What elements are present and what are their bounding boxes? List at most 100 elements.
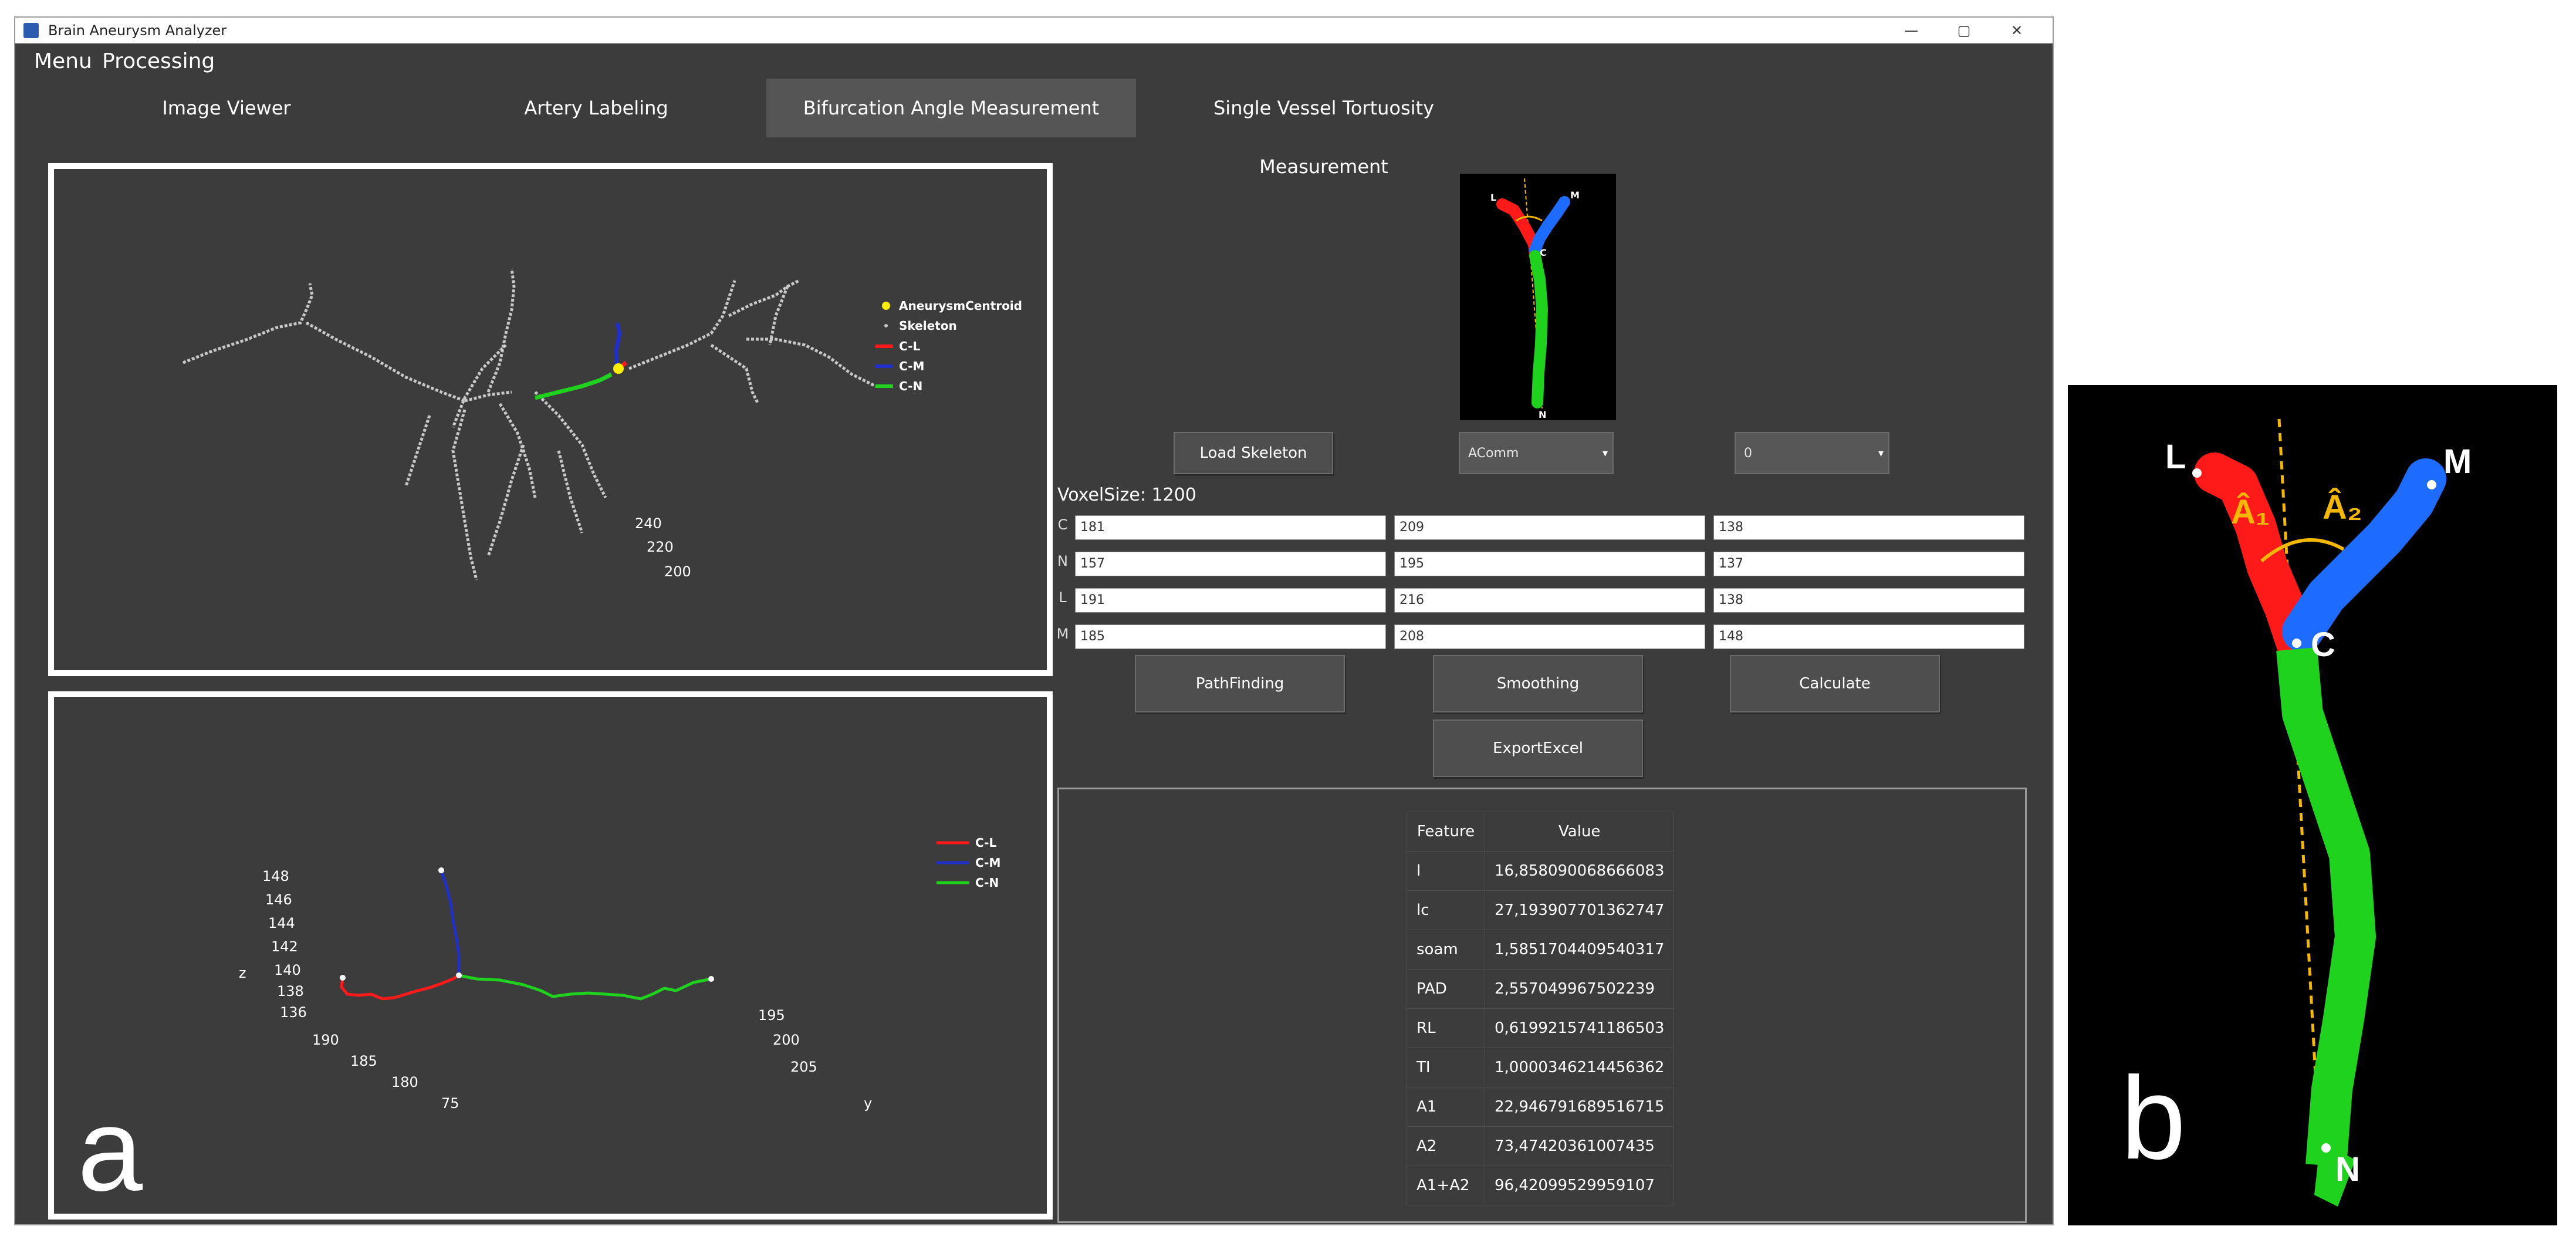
schematic-point-c (2292, 639, 2301, 648)
schematic-branch-n (2276, 647, 2376, 1167)
l-y-field[interactable]: 216 (1394, 588, 1705, 613)
y-tick-200: 200 (773, 1032, 800, 1048)
export-excel-button[interactable]: ExportExcel (1433, 720, 1643, 777)
path-legend-cl: C-L (975, 836, 996, 850)
feature-cell: l (1407, 851, 1485, 891)
value-cell: 27,193907701362747 (1484, 890, 1675, 930)
thumbnail-label-c: C (1540, 247, 1547, 258)
value-cell: 0,6199215741186503 (1484, 1008, 1675, 1048)
menu-bar: Menu Processing (15, 43, 2053, 76)
skeleton-3d-plot[interactable]: AneurysmCentroid Skeleton C-L C-M C-N 24… (48, 163, 1053, 676)
thumbnail-angle-arc (1516, 215, 1543, 222)
tab-image-viewer[interactable]: Image Viewer (162, 97, 291, 119)
minimize-button[interactable]: — (1904, 22, 1918, 39)
schematic-label-a1: Â₁ (2231, 493, 2270, 531)
path-legend-cm: C-M (975, 856, 1000, 870)
table-header-row: Feature Value (1407, 812, 1675, 852)
l-x-field[interactable]: 191 (1075, 588, 1386, 613)
pathfinding-button[interactable]: PathFinding (1135, 655, 1345, 712)
legend-marker-skeleton (884, 324, 888, 327)
calculate-button[interactable]: Calculate (1730, 655, 1940, 712)
path-point-l (340, 975, 346, 981)
row-label-m: M (1056, 626, 1069, 642)
bifurcation-schematic: L M C N Â₁ Â₂ b (2068, 385, 2557, 1225)
skeleton-path-cn (535, 372, 613, 400)
feature-cell: PAD (1407, 969, 1485, 1009)
value-cell: 1,0000346214456362 (1484, 1048, 1675, 1087)
thumbnail-label-l: L (1490, 192, 1496, 203)
y-axis-label: y (864, 1095, 872, 1112)
path-legend-cn: C-N (975, 876, 999, 890)
app-window: Brain Aneurysm Analyzer — ▢ ✕ Menu Proce… (14, 16, 2054, 1225)
legend-skeleton: Skeleton (899, 319, 957, 333)
menu-menu[interactable]: Menu (34, 49, 92, 73)
value-cell: 16,858090068666083 (1484, 851, 1675, 891)
bifurcation-thumbnail: L M C N (1460, 174, 1616, 420)
tick-220: 220 (647, 539, 674, 555)
schematic-label-m: M (2443, 443, 2472, 481)
artery-select[interactable]: AComm ▾ (1459, 432, 1614, 474)
path-plot-canvas: C-L C-M C-N 148 146 144 142 140 138 136 … (77, 836, 1000, 1214)
y-tick-205: 205 (790, 1059, 817, 1075)
aneurysm-centroid-marker (613, 363, 624, 374)
menu-processing[interactable]: Processing (102, 49, 215, 73)
index-select[interactable]: 0 ▾ (1735, 432, 1889, 474)
z-tick-146: 146 (265, 891, 292, 908)
path-legend: C-L C-M C-N (937, 836, 1000, 890)
smoothing-button[interactable]: Smoothing (1433, 655, 1643, 712)
skeleton-path-cm (614, 322, 622, 372)
legend-marker-centroid (882, 302, 890, 310)
table-row: TI 1,0000346214456362 (1407, 1048, 1675, 1087)
load-skeleton-button[interactable]: Load Skeleton (1174, 432, 1333, 474)
schematic-label-n: N (2335, 1150, 2360, 1188)
z-tick-136: 136 (280, 1004, 307, 1021)
close-button[interactable]: ✕ (2010, 22, 2023, 39)
tick-200: 200 (664, 563, 691, 580)
legend-centroid: AneurysmCentroid (899, 299, 1022, 313)
m-x-field[interactable]: 185 (1075, 624, 1386, 649)
legend-cl: C-L (899, 339, 920, 353)
schematic-point-l (2192, 468, 2202, 478)
schematic-point-m (2427, 480, 2436, 489)
app-icon (23, 23, 39, 38)
c-y-field[interactable]: 209 (1394, 515, 1705, 540)
x-tick-185: 185 (350, 1053, 377, 1069)
x-tick-180: 180 (391, 1074, 418, 1090)
legend-cn: C-N (899, 379, 922, 393)
feature-cell: TI (1407, 1048, 1485, 1087)
results-panel: Feature Value l 16,858090068666083 lc 27,1… (1057, 788, 2027, 1223)
path-axis-ticks: 148 146 144 142 140 138 136 z 190 185 18… (239, 868, 872, 1112)
skeleton-points (182, 268, 877, 580)
n-z-field[interactable]: 137 (1713, 552, 2024, 576)
schematic-label-c: C (2311, 626, 2335, 664)
feature-cell: A1+A2 (1407, 1166, 1485, 1205)
n-x-field[interactable]: 157 (1075, 552, 1386, 576)
schematic-point-n (2321, 1143, 2331, 1153)
tab-single-vessel-tortuosity[interactable]: Single Vessel Tortuosity Measurement (1213, 97, 1435, 178)
path-3d-plot[interactable]: C-L C-M C-N 148 146 144 142 140 138 136 … (48, 691, 1053, 1220)
z-tick-138: 138 (277, 983, 304, 999)
c-x-field[interactable]: 181 (1075, 515, 1386, 540)
l-z-field[interactable]: 138 (1713, 588, 2024, 613)
x-tick-75: 75 (441, 1095, 459, 1112)
voxel-size-label: VoxelSize: 1200 (1057, 485, 1196, 505)
tick-240: 240 (635, 515, 662, 532)
schematic-axis (2277, 418, 2322, 1160)
feature-cell: A1 (1407, 1087, 1485, 1127)
row-label-c: C (1057, 516, 1068, 533)
m-z-field[interactable]: 148 (1713, 624, 2024, 649)
c-z-field[interactable]: 138 (1713, 515, 2024, 540)
schematic-branch-m (2282, 458, 2446, 652)
chevron-down-icon: ▾ (1878, 447, 1884, 460)
maximize-button[interactable]: ▢ (1957, 22, 1971, 39)
figure-label-a: a (77, 1085, 143, 1214)
n-y-field[interactable]: 195 (1394, 552, 1705, 576)
tab-artery-labeling[interactable]: Artery Labeling (524, 97, 668, 119)
title-bar: Brain Aneurysm Analyzer — ▢ ✕ (15, 18, 2053, 43)
m-y-field[interactable]: 208 (1394, 624, 1705, 649)
tab-bifurcation-angle[interactable]: Bifurcation Angle Measurement (766, 79, 1136, 137)
table-row: soam 1,5851704409540317 (1407, 930, 1675, 970)
window-title: Brain Aneurysm Analyzer (48, 22, 227, 39)
schematic-label-a2: Â₂ (2323, 488, 2362, 526)
path-point-m (438, 867, 444, 873)
